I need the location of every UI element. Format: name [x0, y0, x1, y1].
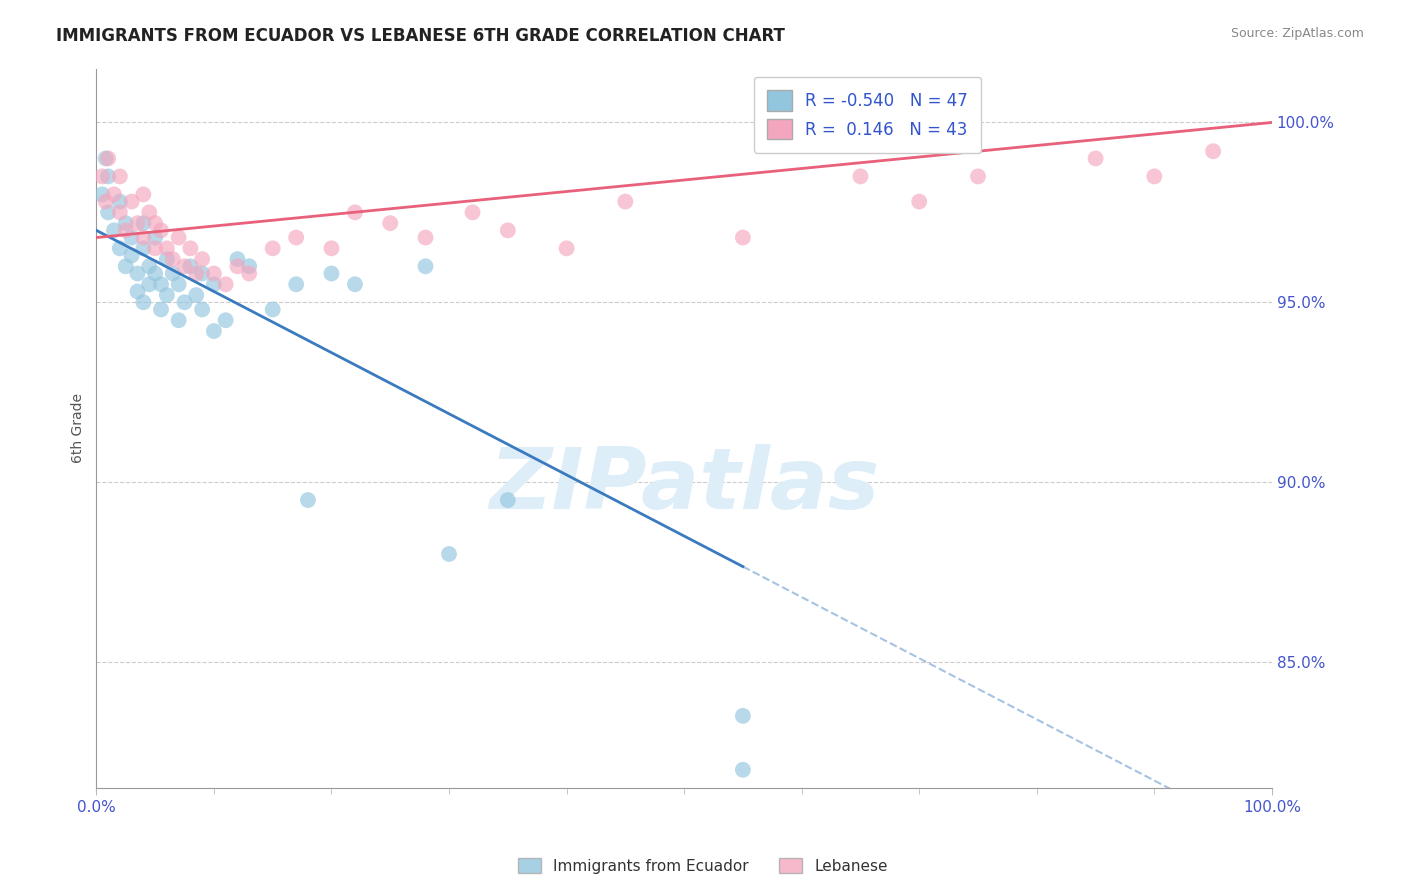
Point [173, 260, 195, 274]
Point [191, 302, 214, 317]
Point [262, 241, 284, 255]
Point [186, 288, 208, 302]
Y-axis label: 6th Grade: 6th Grade [72, 393, 86, 463]
Point [202, 324, 225, 338]
Point [202, 267, 225, 281]
Point [150, 223, 173, 237]
Point [1084, 152, 1107, 166]
Point [162, 252, 184, 266]
Point [121, 248, 143, 262]
Point [321, 241, 343, 255]
Point [179, 241, 201, 255]
Point [496, 223, 519, 237]
Point [132, 187, 155, 202]
Point [191, 267, 214, 281]
Point [150, 277, 173, 292]
Point [143, 241, 166, 255]
Point [415, 230, 437, 244]
Point [114, 216, 136, 230]
Point [127, 267, 149, 281]
Point [138, 205, 160, 219]
Point [186, 267, 208, 281]
Point [262, 302, 284, 317]
Point [908, 194, 931, 209]
Point [94, 152, 117, 166]
Point [437, 547, 460, 561]
Point [156, 252, 179, 266]
Point [91, 169, 114, 184]
Point [238, 267, 260, 281]
Point [121, 194, 143, 209]
Point [103, 187, 125, 202]
Point [214, 313, 236, 327]
Point [1143, 169, 1166, 184]
Text: ZIPatlas: ZIPatlas [489, 444, 879, 527]
Point [138, 260, 160, 274]
Point [108, 169, 131, 184]
Point [731, 709, 754, 723]
Point [114, 223, 136, 237]
Point [191, 252, 214, 266]
Point [91, 187, 114, 202]
Point [108, 205, 131, 219]
Point [238, 260, 260, 274]
Point [167, 277, 190, 292]
Point [380, 216, 402, 230]
Point [297, 493, 319, 508]
Legend: R = -0.540   N = 47, R =  0.146   N = 43: R = -0.540 N = 47, R = 0.146 N = 43 [754, 77, 981, 153]
Point [496, 493, 519, 508]
Legend: Immigrants from Ecuador, Lebanese: Immigrants from Ecuador, Lebanese [512, 852, 894, 880]
Point [226, 260, 249, 274]
Point [132, 295, 155, 310]
Point [167, 230, 190, 244]
Point [285, 277, 308, 292]
Point [614, 194, 637, 209]
Point [132, 241, 155, 255]
Point [285, 230, 308, 244]
Point [138, 277, 160, 292]
Point [156, 241, 179, 255]
Point [143, 267, 166, 281]
Point [321, 267, 343, 281]
Point [343, 277, 366, 292]
Point [162, 267, 184, 281]
Point [121, 230, 143, 244]
Point [132, 216, 155, 230]
Point [343, 205, 366, 219]
Point [179, 260, 201, 274]
Point [132, 230, 155, 244]
Point [143, 230, 166, 244]
Point [103, 223, 125, 237]
Point [849, 169, 872, 184]
Point [108, 194, 131, 209]
Point [108, 241, 131, 255]
Point [461, 205, 484, 219]
Point [97, 152, 120, 166]
Point [97, 169, 120, 184]
Point [731, 763, 754, 777]
Point [94, 194, 117, 209]
Point [127, 216, 149, 230]
Point [967, 169, 990, 184]
Point [214, 277, 236, 292]
Point [555, 241, 578, 255]
Point [1202, 145, 1225, 159]
Point [226, 252, 249, 266]
Text: IMMIGRANTS FROM ECUADOR VS LEBANESE 6TH GRADE CORRELATION CHART: IMMIGRANTS FROM ECUADOR VS LEBANESE 6TH … [56, 27, 785, 45]
Point [127, 285, 149, 299]
Point [143, 216, 166, 230]
Point [731, 230, 754, 244]
Text: Source: ZipAtlas.com: Source: ZipAtlas.com [1230, 27, 1364, 40]
Point [114, 260, 136, 274]
Point [173, 295, 195, 310]
Point [156, 288, 179, 302]
Point [202, 277, 225, 292]
Point [415, 260, 437, 274]
Point [150, 302, 173, 317]
Point [97, 205, 120, 219]
Point [167, 313, 190, 327]
